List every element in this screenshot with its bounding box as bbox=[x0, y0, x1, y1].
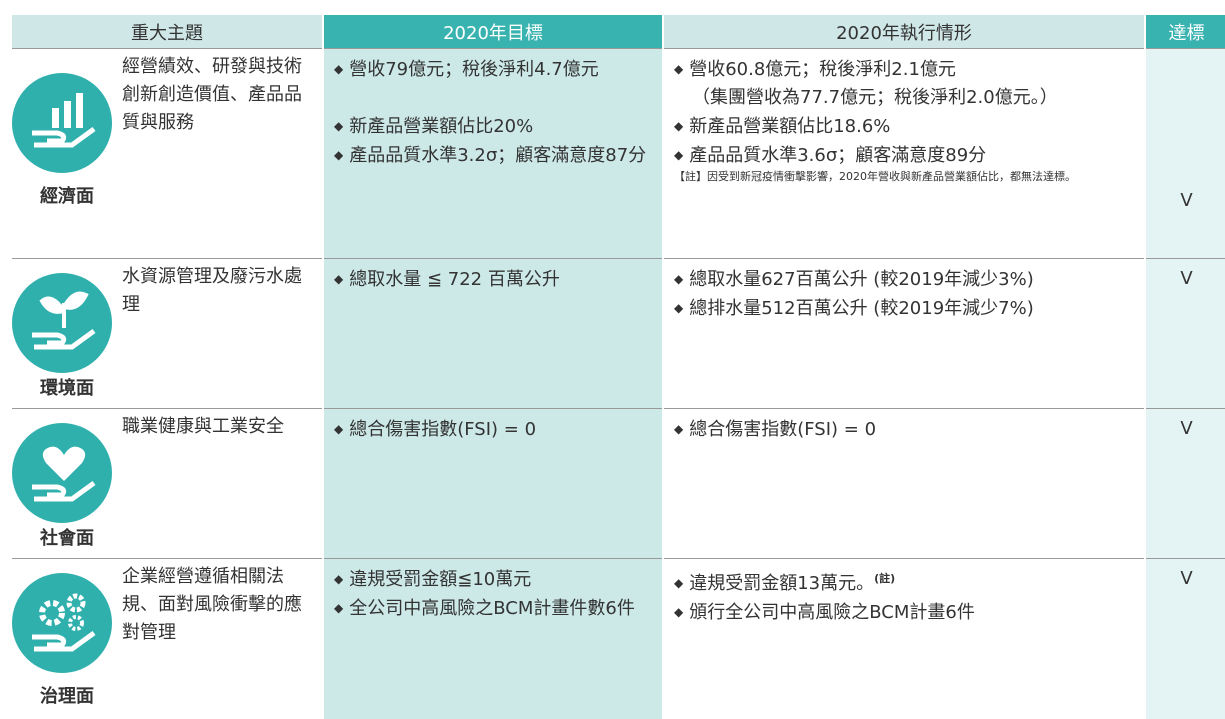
target: 營收79億元；稅後淨利4.7億元 bbox=[334, 55, 654, 84]
target-cell: 營收79億元；稅後淨利4.7億元 新產品營業額佔比20% 產品品質水準3.2σ；… bbox=[324, 49, 662, 259]
icon bbox=[12, 73, 112, 173]
result-text: 違規受罰金額13萬元。 bbox=[689, 573, 875, 594]
icon bbox=[12, 273, 112, 373]
target: 違規受罰金額≦10萬元 bbox=[334, 565, 654, 594]
result-cell: 總取水量627百萬公升 (較2019年減少3%) 總排水量512百萬公升 (較2… bbox=[664, 259, 1144, 409]
document: 重大主題 2020年目標 2020年執行情形 達標 經濟面 經營績效、研發與技術… bbox=[10, 15, 1225, 719]
target-cell: 違規受罰金額≦10萬元 全公司中高風險之BCM計畫件數6件 bbox=[324, 559, 662, 719]
target-cell: 總取水量 ≦ 722 百萬公升 bbox=[324, 259, 662, 409]
icon bbox=[12, 573, 112, 673]
topic: 職業健康與工業安全 bbox=[122, 416, 284, 437]
category: 環境面 bbox=[40, 378, 94, 399]
header-cell: 重大主題 bbox=[12, 15, 322, 49]
achieved-cell: V bbox=[1146, 259, 1225, 409]
result: 營收60.8億元；稅後淨利2.1億元 bbox=[674, 55, 1136, 84]
achieved: V bbox=[1180, 418, 1193, 439]
row: 治理面 企業經營遵循相關法規、面對風險衝擊的應對管理 違規受罰金額≦10萬元 全… bbox=[12, 559, 1225, 719]
achieved-cell: V bbox=[1146, 49, 1225, 259]
icon bbox=[12, 423, 112, 523]
target: 總取水量 ≦ 722 百萬公升 bbox=[334, 265, 654, 294]
topic-cell: 環境面 水資源管理及廢污水處理 bbox=[12, 259, 322, 409]
topic-cell: 社會面 職業健康與工業安全 bbox=[12, 409, 322, 559]
achieved: V bbox=[1180, 568, 1193, 589]
superscript: (註) bbox=[874, 572, 896, 585]
result: 總取水量627百萬公升 (較2019年減少3%) bbox=[674, 265, 1136, 294]
achieved: V bbox=[1180, 190, 1193, 211]
target: 全公司中高風險之BCM計畫件數6件 bbox=[334, 594, 654, 623]
note: 【註】因受到新冠疫情衝擊影響，2020年營收與新產品營業額佔比，都無法達標。 bbox=[674, 170, 1076, 183]
topic: 經營績效、研發與技術創新創造價值、產品品質與服務 bbox=[122, 56, 302, 133]
target-cell: 總合傷害指數(FSI) = 0 bbox=[324, 409, 662, 559]
result: 總排水量512百萬公升 (較2019年減少7%) bbox=[674, 294, 1136, 323]
result: 新產品營業額佔比18.6% bbox=[674, 112, 1136, 141]
target: 總合傷害指數(FSI) = 0 bbox=[334, 415, 654, 444]
category: 治理面 bbox=[40, 686, 94, 707]
category: 經濟面 bbox=[40, 186, 94, 207]
header-cell: 2020年執行情形 bbox=[664, 15, 1144, 49]
achieved-cell: V bbox=[1146, 559, 1225, 719]
topic-cell: 經濟面 經營績效、研發與技術創新創造價值、產品品質與服務 bbox=[12, 49, 322, 259]
result: 違規受罰金額13萬元。(註) bbox=[674, 565, 1136, 598]
header-row: 重大主題 2020年目標 2020年執行情形 達標 bbox=[12, 15, 1225, 49]
result: 產品品質水準3.6σ；顧客滿意度89分 bbox=[674, 141, 1136, 170]
row: 環境面 水資源管理及廢污水處理 總取水量 ≦ 722 百萬公升 總取水量627百… bbox=[12, 259, 1225, 409]
table: 重大主題 2020年目標 2020年執行情形 達標 經濟面 經營績效、研發與技術… bbox=[10, 15, 1225, 719]
target: 產品品質水準3.2σ；顧客滿意度87分 bbox=[334, 141, 654, 170]
result-cell: 營收60.8億元；稅後淨利2.1億元 （集團營收為77.7億元；稅後淨利2.0億… bbox=[664, 49, 1144, 259]
header-cell: 2020年目標 bbox=[324, 15, 662, 49]
achieved-cell: V bbox=[1146, 409, 1225, 559]
topic: 企業經營遵循相關法規、面對風險衝擊的應對管理 bbox=[122, 566, 302, 643]
header-cell: 達標 bbox=[1146, 15, 1225, 49]
result-detail: （集團營收為77.7億元；稅後淨利2.0億元。） bbox=[692, 87, 1058, 108]
category: 社會面 bbox=[40, 528, 94, 549]
row: 社會面 職業健康與工業安全 總合傷害指數(FSI) = 0 總合傷害指數(FSI… bbox=[12, 409, 1225, 559]
result-cell: 違規受罰金額13萬元。(註) 頒行全公司中高風險之BCM計畫6件 bbox=[664, 559, 1144, 719]
achieved: V bbox=[1180, 268, 1193, 289]
topic-cell: 治理面 企業經營遵循相關法規、面對風險衝擊的應對管理 bbox=[12, 559, 322, 719]
topic: 水資源管理及廢污水處理 bbox=[122, 266, 302, 315]
target: 新產品營業額佔比20% bbox=[334, 112, 654, 141]
result-cell: 總合傷害指數(FSI) = 0 bbox=[664, 409, 1144, 559]
result: 總合傷害指數(FSI) = 0 bbox=[674, 415, 1136, 444]
row: 經濟面 經營績效、研發與技術創新創造價值、產品品質與服務 營收79億元；稅後淨利… bbox=[12, 49, 1225, 259]
result: 頒行全公司中高風險之BCM計畫6件 bbox=[674, 598, 1136, 627]
